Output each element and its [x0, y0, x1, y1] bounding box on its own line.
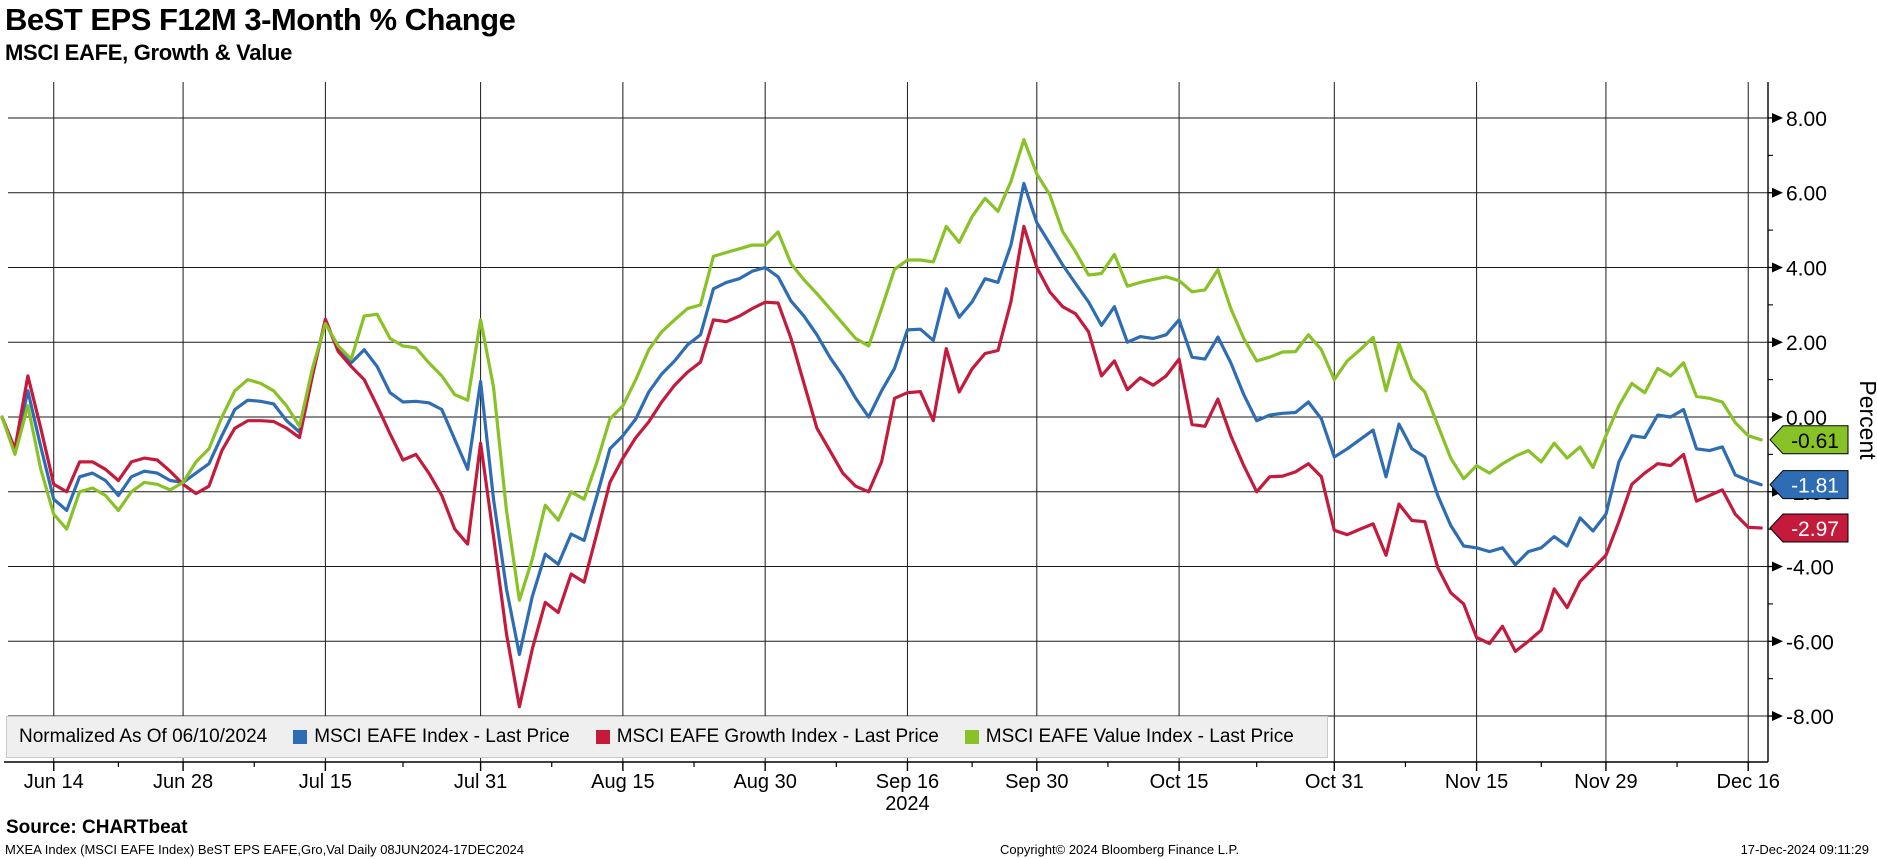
y-tick-label: -8.00: [1786, 706, 1834, 729]
x-tick-label: Jul 31: [454, 771, 507, 793]
x-tick-label: Sep 30: [1005, 771, 1068, 793]
legend-swatch-icon: [293, 730, 308, 744]
legend-item-label: MSCI EAFE Growth Index - Last Price: [616, 726, 939, 747]
x-tick-label: Jul 15: [299, 771, 352, 793]
last-value-badge-1: -1.81: [1769, 470, 1849, 500]
last-value-badge-text: -0.61: [1791, 430, 1839, 453]
page-subtitle: MSCI EAFE, Growth & Value: [5, 40, 293, 65]
x-tick-label: Sep 16: [876, 771, 939, 793]
x-tick-label: Jun 14: [24, 771, 84, 793]
last-value-badge-text: -1.81: [1791, 475, 1839, 498]
y-tick-label: 2.00: [1786, 332, 1827, 355]
last-value-badge-text: -2.97: [1791, 518, 1839, 541]
last-value-badge-shape: [1769, 425, 1849, 455]
y-tick-label: -6.00: [1786, 631, 1834, 654]
series-lines: [0, 138, 1763, 709]
x-tick-label: Nov 15: [1445, 771, 1508, 793]
series-line-1[interactable]: [0, 224, 1763, 709]
y-tick-arrow-icon: [1772, 112, 1783, 123]
y-tick-label: 6.00: [1786, 183, 1827, 206]
legend-swatch-icon: [595, 730, 610, 744]
footer-timestamp: 17-Dec-2024 09:11:29: [1740, 842, 1869, 857]
series-line-2[interactable]: [0, 138, 1763, 602]
y-tick-arrow-icon: [1772, 337, 1783, 348]
y-tick-arrow-icon: [1772, 262, 1783, 273]
legend-bar: Normalized As Of 06/10/2024 MSCI EAFE In…: [6, 716, 1328, 758]
x-tick-label: Jun 28: [153, 771, 213, 793]
y-tick-label: 0.00: [1786, 407, 1827, 430]
legend-normalized-label: Normalized As Of 06/10/2024: [19, 726, 268, 747]
y-axis: 8.006.004.002.000.00-2.00-4.00-6.00-8.00…: [1767, 82, 1877, 762]
legend-swatch-icon: [964, 730, 979, 744]
y-axis-title: Percent: [1855, 380, 1877, 460]
legend-item-label: MSCI EAFE Value Index - Last Price: [985, 726, 1294, 747]
last-value-badge-shape: [1769, 470, 1849, 500]
x-tick-label: Oct 15: [1150, 771, 1209, 793]
legend-item-0[interactable]: MSCI EAFE Index - Last Price: [293, 726, 570, 748]
footer-copyright: Copyright© 2024 Bloomberg Finance L.P.: [1000, 842, 1240, 857]
page-title: BeST EPS F12M 3-Month % Change: [5, 2, 516, 37]
x-tick-label: Aug 15: [591, 771, 654, 793]
y-tick-arrow-icon: [1772, 187, 1783, 198]
legend-item-label: MSCI EAFE Index - Last Price: [314, 726, 570, 747]
x-tick-label: Aug 30: [733, 771, 796, 793]
last-value-badge-shape: [1769, 513, 1849, 543]
y-tick-label: 8.00: [1786, 108, 1827, 131]
y-tick-arrow-icon: [1772, 412, 1783, 422]
legend-item-1[interactable]: MSCI EAFE Growth Index - Last Price: [595, 726, 939, 748]
y-tick-arrow-icon: [1772, 636, 1783, 647]
y-tick-label: -4.00: [1786, 557, 1834, 580]
footer-meta: MXEA Index (MSCI EAFE Index) BeST EPS EA…: [5, 842, 525, 857]
footer-source: Source: CHARTbeat: [6, 817, 188, 838]
y-tick-arrow-icon: [1772, 711, 1783, 722]
x-year-label: 2024: [885, 793, 930, 815]
y-tick-label: 4.00: [1786, 257, 1827, 280]
x-tick-label: Oct 31: [1305, 771, 1364, 793]
x-axis: Jun 14 Jun 28 Jul 15 Jul 31 Aug 15 Aug 30 Sep …: [4, 761, 1780, 815]
y-tick-arrow-icon: [1772, 561, 1783, 572]
x-tick-label: Dec 16: [1717, 771, 1780, 793]
last-value-badge-0: -0.61: [1769, 425, 1849, 455]
legend-item-2[interactable]: MSCI EAFE Value Index - Last Price: [964, 726, 1294, 748]
x-tick-label: Nov 29: [1574, 771, 1637, 793]
last-value-badge-2: -2.97: [1769, 513, 1849, 543]
series-line-0[interactable]: [0, 181, 1763, 657]
